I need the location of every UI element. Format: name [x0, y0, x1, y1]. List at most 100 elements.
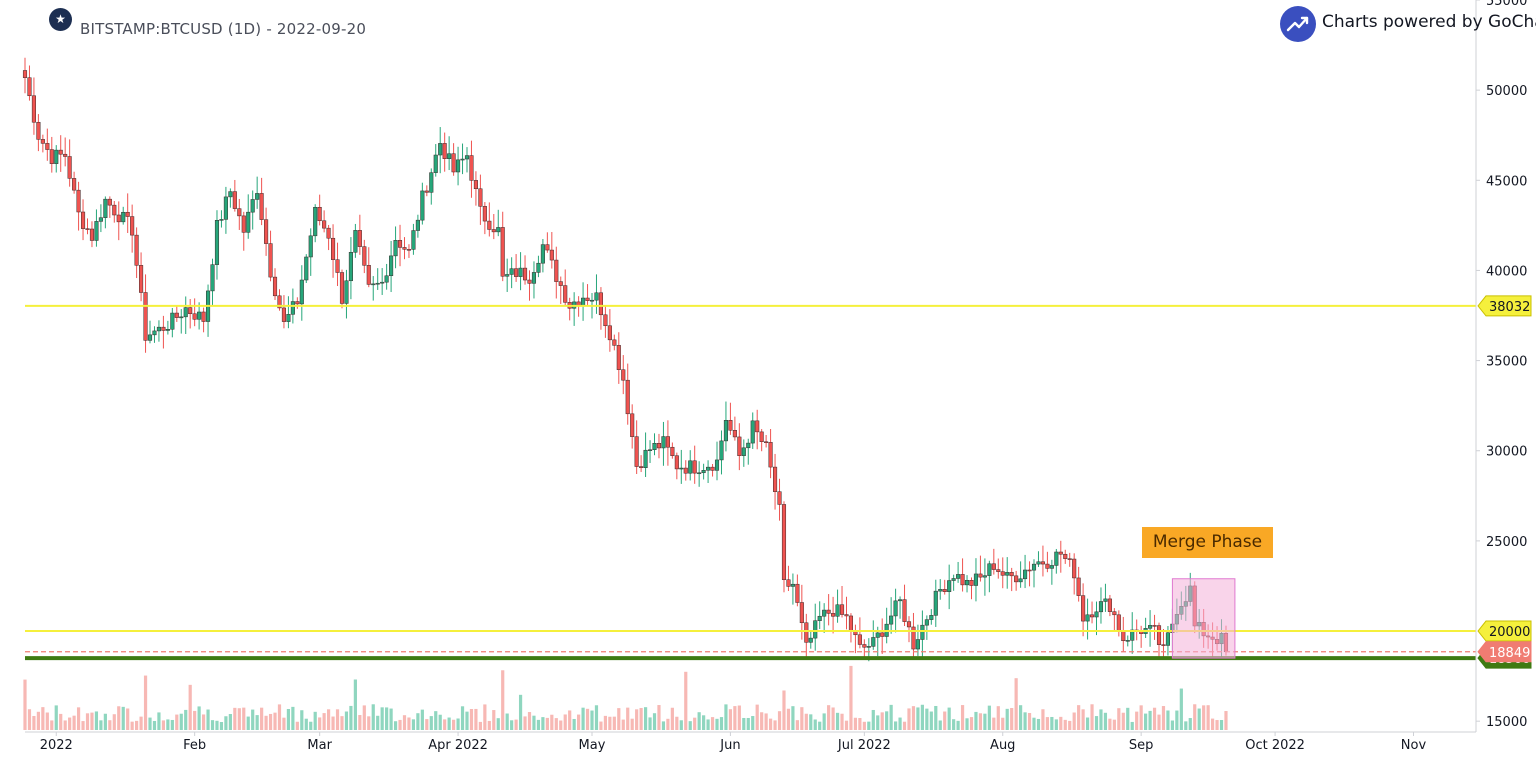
candle-body[interactable] [875, 632, 880, 638]
candle-body[interactable] [94, 221, 99, 241]
candle-body[interactable] [1089, 614, 1095, 618]
candle-body[interactable] [1014, 575, 1019, 583]
candle-body[interactable] [1156, 625, 1162, 645]
candle-body[interactable] [594, 292, 599, 301]
candle-body[interactable] [116, 214, 121, 223]
candle-body[interactable] [670, 446, 675, 456]
candle-body[interactable] [536, 262, 541, 273]
candle-body[interactable] [156, 326, 161, 332]
candle-body[interactable] [1094, 611, 1099, 618]
candle-body[interactable] [688, 460, 693, 474]
candle-body[interactable] [1116, 614, 1121, 631]
candle-body[interactable] [183, 307, 188, 318]
candle-body[interactable] [938, 589, 943, 592]
candle-body[interactable] [1081, 595, 1086, 622]
candle-body[interactable] [581, 297, 586, 307]
candle-body[interactable] [58, 149, 63, 155]
candle-body[interactable] [1049, 565, 1054, 569]
candle-body[interactable] [826, 609, 831, 614]
candle-body[interactable] [210, 264, 215, 292]
candle-body[interactable] [317, 207, 322, 222]
candle-body[interactable] [987, 563, 992, 576]
candle-body[interactable] [808, 637, 813, 643]
candle-body[interactable] [898, 599, 903, 602]
candle-body[interactable] [322, 220, 327, 229]
candle-body[interactable] [134, 234, 139, 266]
candle-body[interactable] [1009, 572, 1014, 577]
candle-body[interactable] [790, 583, 795, 587]
candle-body[interactable] [848, 615, 854, 631]
candle-body[interactable] [384, 275, 389, 283]
candle-body[interactable] [616, 345, 621, 370]
candle-body[interactable] [290, 301, 295, 315]
candle-body[interactable] [22, 70, 28, 78]
candle-body[interactable] [969, 580, 974, 586]
candle-body[interactable] [866, 646, 871, 648]
candle-body[interactable] [1063, 553, 1068, 559]
candle-body[interactable] [563, 285, 568, 303]
candle-body[interactable] [585, 297, 590, 301]
candle-body[interactable] [857, 634, 862, 645]
candle-body[interactable] [406, 249, 412, 251]
candle-body[interactable] [750, 420, 755, 444]
candle-body[interactable] [420, 190, 425, 221]
candle-body[interactable] [741, 447, 746, 456]
candle-body[interactable] [487, 220, 492, 230]
candle-body[interactable] [165, 329, 170, 331]
candle-body[interactable] [179, 316, 184, 319]
candle-body[interactable] [348, 252, 353, 282]
candle-body[interactable] [255, 193, 260, 200]
candle-body[interactable] [889, 615, 894, 625]
candle-body[interactable] [429, 172, 434, 193]
candle-body[interactable] [1040, 561, 1045, 565]
candle-body[interactable] [442, 143, 447, 159]
candle-body[interactable] [67, 156, 72, 179]
candle-body[interactable] [496, 227, 501, 233]
candle-body[interactable] [277, 295, 282, 309]
candle-body[interactable] [339, 272, 345, 304]
candle-body[interactable] [192, 313, 197, 320]
candle-body[interactable] [630, 413, 635, 437]
candle-body[interactable] [549, 249, 554, 261]
candle-body[interactable] [902, 599, 907, 622]
candle-body[interactable] [920, 624, 925, 640]
candle-body[interactable] [380, 281, 385, 284]
candle-body[interactable] [732, 430, 737, 438]
candle-body[interactable] [839, 604, 845, 615]
candle-body[interactable] [701, 470, 706, 474]
candle-body[interactable] [1027, 569, 1032, 572]
candle-body[interactable] [991, 563, 996, 570]
candle-body[interactable] [281, 307, 286, 322]
candle-body[interactable] [996, 569, 1001, 572]
candle-body[interactable] [665, 436, 670, 448]
candle-body[interactable] [438, 143, 443, 156]
candle-body[interactable] [54, 149, 59, 164]
candle-body[interactable] [366, 265, 371, 285]
candle-body[interactable] [357, 230, 362, 247]
candle-body[interactable] [755, 420, 760, 433]
candle-body[interactable] [603, 314, 608, 327]
candle-body[interactable] [777, 491, 782, 505]
candle-body[interactable] [661, 436, 666, 449]
candle-body[interactable] [80, 211, 86, 229]
candle-body[interactable] [527, 279, 532, 284]
candle-body[interactable] [393, 240, 398, 257]
candle-body[interactable] [545, 244, 550, 251]
candle-body[interactable] [813, 620, 818, 639]
candle-body[interactable] [706, 466, 711, 471]
candle-body[interactable] [960, 574, 965, 586]
candle-body[interactable] [397, 240, 403, 248]
candle-body[interactable] [264, 219, 269, 244]
candle-body[interactable] [1036, 561, 1041, 565]
candle-body[interactable] [232, 191, 237, 209]
candle-body[interactable] [973, 573, 979, 586]
candle-body[interactable] [1045, 563, 1050, 569]
candle-body[interactable] [1085, 614, 1090, 622]
candle-body[interactable] [304, 256, 309, 281]
candle-body[interactable] [174, 312, 179, 318]
candle-body[interactable] [491, 229, 496, 233]
candle-body[interactable] [951, 578, 956, 581]
candle-body[interactable] [514, 268, 519, 277]
candle-body[interactable] [40, 139, 45, 144]
candle-body[interactable] [947, 580, 952, 592]
